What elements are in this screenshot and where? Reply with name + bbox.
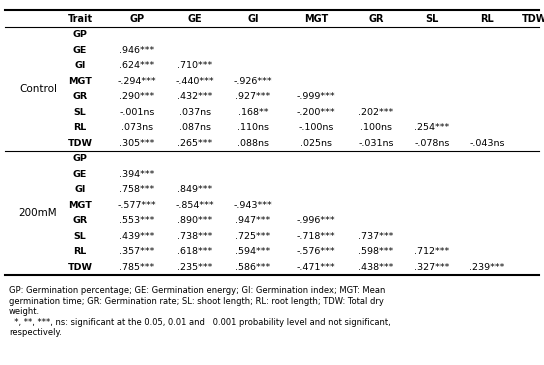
Text: .598***: .598*** xyxy=(358,247,394,256)
Text: GR: GR xyxy=(72,216,88,225)
Text: GI: GI xyxy=(75,185,86,194)
Text: -.294***: -.294*** xyxy=(118,77,156,86)
Text: TDW: TDW xyxy=(67,263,92,272)
Text: SL: SL xyxy=(73,108,86,117)
Text: .594***: .594*** xyxy=(236,247,270,256)
Text: RL: RL xyxy=(480,14,494,23)
Text: -.996***: -.996*** xyxy=(296,216,335,225)
Text: .265***: .265*** xyxy=(177,139,213,148)
Text: Trait: Trait xyxy=(67,14,92,23)
Text: .947***: .947*** xyxy=(236,216,270,225)
Text: .290***: .290*** xyxy=(119,92,154,101)
Text: -.100ns: -.100ns xyxy=(298,123,333,132)
Text: .110ns: .110ns xyxy=(237,123,269,132)
Text: .927***: .927*** xyxy=(236,92,270,101)
Text: -.031ns: -.031ns xyxy=(358,139,394,148)
Text: GE: GE xyxy=(73,46,87,55)
Text: MGT: MGT xyxy=(68,201,92,210)
Text: .438***: .438*** xyxy=(358,263,394,272)
Text: .088ns: .088ns xyxy=(237,139,269,148)
Text: .439***: .439*** xyxy=(119,232,154,241)
Text: *, **, ***, ns: significant at the 0.05, 0.01 and   0.001 probability level and : *, **, ***, ns: significant at the 0.05,… xyxy=(9,318,391,327)
Text: -.999***: -.999*** xyxy=(296,92,335,101)
Text: .073ns: .073ns xyxy=(121,123,153,132)
Text: germination time; GR: Germination rate; SL: shoot length; RL: root length; TDW: : germination time; GR: Germination rate; … xyxy=(9,297,384,306)
Text: -.577***: -.577*** xyxy=(118,201,156,210)
Text: GR: GR xyxy=(72,92,88,101)
Text: .239***: .239*** xyxy=(469,263,505,272)
Text: .758***: .758*** xyxy=(119,185,154,194)
Text: .785***: .785*** xyxy=(119,263,154,272)
Text: respectively.: respectively. xyxy=(9,328,62,337)
Text: GP: GP xyxy=(72,154,88,163)
Text: -.200***: -.200*** xyxy=(296,108,335,117)
Text: TDW: TDW xyxy=(67,139,92,148)
Text: -.854***: -.854*** xyxy=(176,201,214,210)
Text: .738***: .738*** xyxy=(177,232,213,241)
Text: .235***: .235*** xyxy=(177,263,213,272)
Text: Control: Control xyxy=(19,84,57,94)
Text: .725***: .725*** xyxy=(236,232,270,241)
Text: .586***: .586*** xyxy=(236,263,270,272)
Text: .037ns: .037ns xyxy=(179,108,211,117)
Text: .849***: .849*** xyxy=(177,185,213,194)
Text: SL: SL xyxy=(425,14,438,23)
Text: SL: SL xyxy=(73,232,86,241)
Text: .254***: .254*** xyxy=(415,123,450,132)
Text: GP: GP xyxy=(129,14,145,23)
Text: .618***: .618*** xyxy=(177,247,213,256)
Text: RL: RL xyxy=(73,123,86,132)
Text: 200mM: 200mM xyxy=(18,208,57,218)
Text: .100ns: .100ns xyxy=(360,123,392,132)
Text: .890***: .890*** xyxy=(177,216,213,225)
Text: .305***: .305*** xyxy=(119,139,154,148)
Text: .553***: .553*** xyxy=(119,216,154,225)
Text: GP: GP xyxy=(72,30,88,39)
Text: -.001ns: -.001ns xyxy=(119,108,154,117)
Text: TDW: TDW xyxy=(522,14,544,23)
Text: MGT: MGT xyxy=(304,14,328,23)
Text: -.576***: -.576*** xyxy=(296,247,335,256)
Text: .202***: .202*** xyxy=(358,108,394,117)
Text: -.718***: -.718*** xyxy=(296,232,335,241)
Text: GI: GI xyxy=(75,61,86,70)
Text: weight.: weight. xyxy=(9,307,40,316)
Text: .394***: .394*** xyxy=(119,170,154,179)
Text: GP: Germination percentage; GE: Germination energy; GI: Germination index; MGT: : GP: Germination percentage; GE: Germinat… xyxy=(9,287,385,295)
Text: -.471***: -.471*** xyxy=(296,263,335,272)
Text: .946***: .946*** xyxy=(119,46,154,55)
Text: .737***: .737*** xyxy=(358,232,394,241)
Text: .357***: .357*** xyxy=(119,247,154,256)
Text: -.440***: -.440*** xyxy=(176,77,214,86)
Text: -.926***: -.926*** xyxy=(234,77,273,86)
Text: .710***: .710*** xyxy=(177,61,213,70)
Text: GE: GE xyxy=(188,14,202,23)
Text: .624***: .624*** xyxy=(119,61,154,70)
Text: .168**: .168** xyxy=(238,108,268,117)
Text: GE: GE xyxy=(73,170,87,179)
Text: -.943***: -.943*** xyxy=(233,201,273,210)
Text: .712***: .712*** xyxy=(415,247,450,256)
Text: -.078ns: -.078ns xyxy=(415,139,450,148)
Text: .327***: .327*** xyxy=(415,263,450,272)
Text: GI: GI xyxy=(248,14,259,23)
Text: RL: RL xyxy=(73,247,86,256)
Text: GR: GR xyxy=(368,14,384,23)
Text: .087ns: .087ns xyxy=(179,123,211,132)
Text: .432***: .432*** xyxy=(177,92,213,101)
Text: -.043ns: -.043ns xyxy=(469,139,505,148)
Text: .025ns: .025ns xyxy=(300,139,332,148)
Text: MGT: MGT xyxy=(68,77,92,86)
